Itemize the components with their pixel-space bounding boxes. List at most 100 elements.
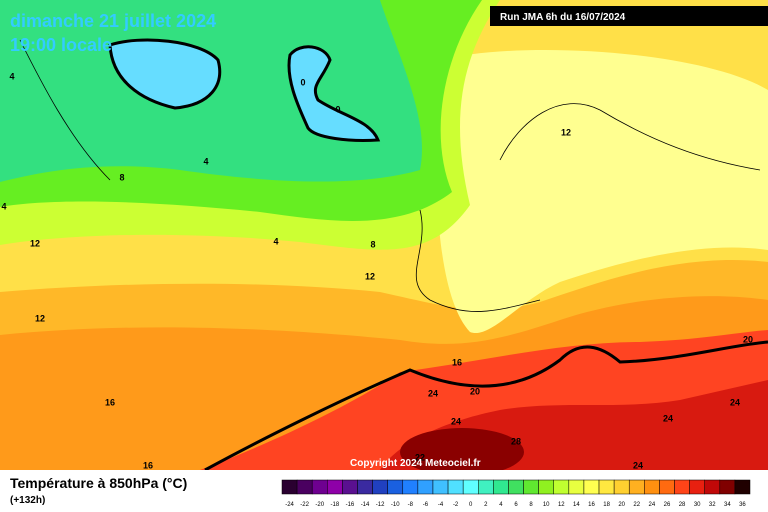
- colorbar-label: -6: [423, 502, 429, 508]
- colorbar-swatch: [719, 479, 736, 495]
- contour-label: 22: [415, 452, 425, 462]
- colorbar-label: 34: [724, 502, 731, 508]
- contour-label: 4: [203, 156, 208, 166]
- colorbar-label: 24: [649, 502, 656, 508]
- colorbar-label: 12: [558, 502, 565, 508]
- run-box: [490, 6, 768, 26]
- contour-label: 12: [30, 238, 40, 248]
- footer-lead: (+132h): [10, 495, 45, 506]
- colorbar-label: 36: [739, 502, 746, 508]
- contour-label: 24: [451, 416, 461, 426]
- colorbar-swatch: [417, 479, 434, 495]
- colorbar-swatch: [296, 479, 313, 495]
- time: 19:00 locale: [10, 35, 112, 55]
- colorbar-label: -14: [361, 502, 370, 508]
- colorbar-label: -20: [315, 502, 324, 508]
- colorbar-swatch: [432, 479, 449, 495]
- colorbar-swatch: [311, 479, 328, 495]
- colorbar-label: 8: [529, 502, 533, 508]
- field-0: [287, 45, 381, 142]
- colorbar-label: -22: [300, 502, 309, 508]
- colorbar-label: -24: [285, 502, 294, 508]
- contour-label: 16: [452, 357, 462, 367]
- contour-label: 12: [561, 127, 571, 137]
- coastline: [19, 39, 761, 312]
- contour-label: 20: [470, 386, 480, 396]
- contour-label: 16: [105, 397, 115, 407]
- colorbar-label: 0: [469, 502, 473, 508]
- contour-label: 8: [370, 239, 375, 249]
- contour-label: 20: [743, 334, 753, 344]
- colorbar-swatch: [689, 479, 705, 495]
- colorbar-swatch: [598, 479, 615, 495]
- colorbar-label: -8: [408, 502, 414, 508]
- colorbar-label: -12: [376, 502, 385, 508]
- colorbar-label: 32: [709, 502, 716, 508]
- colorbar-label: 6: [514, 502, 518, 508]
- colorbar-swatch: [327, 479, 343, 495]
- colorbar-swatch: [583, 479, 600, 495]
- copyright: Copyright 2024 Meteociel.fr: [350, 458, 481, 469]
- contour-label: 0: [335, 104, 340, 114]
- colorbar-swatch: [628, 479, 645, 495]
- contour-label: 24: [663, 413, 673, 423]
- contour-label: 0: [300, 77, 305, 87]
- colorbar-label: 4: [499, 502, 503, 508]
- contour-label: 24: [633, 460, 643, 470]
- date: dimanche 21 juillet 2024: [10, 11, 216, 31]
- colorbar-swatch: [372, 479, 388, 495]
- contour-label: 12: [35, 313, 45, 323]
- colorbar-swatch: [568, 479, 585, 495]
- colorbar-label: -16: [346, 502, 355, 508]
- colorbar-swatch: [342, 479, 358, 495]
- contour-label: 4: [273, 236, 278, 246]
- contour-label: 24: [428, 388, 438, 398]
- colorbar-label: 20: [618, 502, 625, 508]
- colorbar-swatch: [478, 479, 494, 495]
- colorbar-label: 10: [543, 502, 550, 508]
- colorbar-label: 18: [603, 502, 610, 508]
- colorbar-swatch: [553, 479, 570, 495]
- contour-label: 12: [365, 271, 375, 281]
- colorbar: -24 -22 -20 -18 -16 -14 -12 -10 -8 -6 -4 -2 0 2 4 6 8 10 1…: [281, 479, 751, 508]
- colorbar-swatch: [523, 479, 539, 495]
- contour-label: 28: [511, 436, 521, 446]
- colorbar-swatch: [357, 479, 373, 495]
- colorbar-swatch: [613, 479, 630, 495]
- colorbar-label: 26: [664, 502, 671, 508]
- contour-label: 24: [730, 397, 740, 407]
- contour-label: 8: [119, 172, 124, 182]
- colorbar-label: 22: [633, 502, 640, 508]
- colorbar-label: -4: [438, 502, 444, 508]
- colorbar-swatch: [493, 479, 509, 495]
- field-0: [108, 38, 222, 110]
- colorbar-swatch: [704, 479, 721, 495]
- field-12: [436, 50, 768, 334]
- colorbar-label: -18: [331, 502, 340, 508]
- colorbar-label: 30: [694, 502, 701, 508]
- colorbar-swatch: [674, 479, 690, 495]
- colorbar-swatch: [508, 479, 524, 495]
- colorbar-label: -10: [391, 502, 400, 508]
- colorbar-swatch: [281, 479, 298, 495]
- colorbar-swatch: [387, 479, 404, 495]
- colorbar-swatch: [462, 479, 479, 495]
- colorbar-swatch: [402, 479, 419, 495]
- contour-label: 4: [9, 71, 14, 81]
- colorbar-swatch: [734, 479, 751, 495]
- footer-title: Température à 850hPa (°C): [10, 475, 187, 491]
- contour-20: [204, 340, 768, 472]
- run-info: Run JMA 6h du 16/07/2024: [500, 12, 626, 23]
- contour-label: 4: [1, 201, 6, 211]
- colorbar-label: -2: [453, 502, 459, 508]
- colorbar-label: 16: [588, 502, 595, 508]
- colorbar-swatch: [644, 479, 660, 495]
- field-28: [400, 428, 524, 476]
- colorbar-swatch: [538, 479, 554, 495]
- colorbar-label: 28: [679, 502, 686, 508]
- contour-label: 16: [143, 460, 153, 470]
- colorbar-label: 14: [573, 502, 580, 508]
- colorbar-swatch: [447, 479, 464, 495]
